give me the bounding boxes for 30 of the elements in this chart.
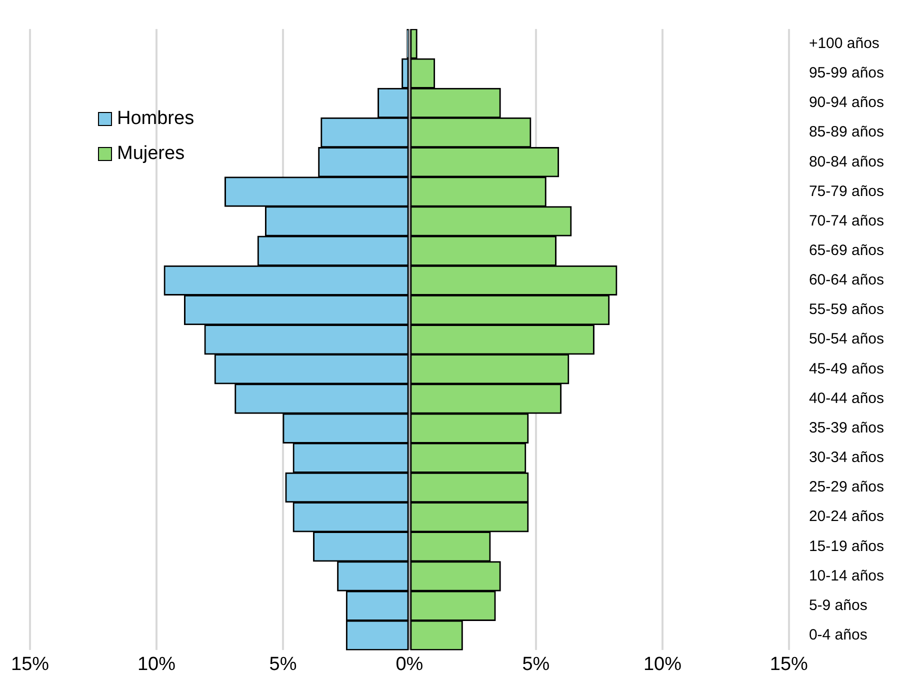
y-tick-label: 30-34 años [808,449,884,466]
y-tick-label: 5-9 años [808,596,868,614]
y-tick-label: 60-64 años [808,272,884,289]
y-tick-label: 65-69 años [808,242,884,259]
y-tick-label: 95-99 años [808,64,884,82]
y-tick-label: 50-54 años [808,330,884,348]
y-tick-label: 70-74 años [808,212,884,230]
y-tick-label: 85-89 años [808,124,884,141]
x-tick-label: 15% [770,654,808,675]
y-tick-label: 45-49 años [808,360,884,378]
y-tick-label: 75-79 años [808,182,884,200]
y-tick-label: 35-39 años [808,419,884,436]
x-tick-label: 5% [522,654,550,675]
x-tick-label: 5% [269,654,297,675]
y-tick-label: 90-94 años [808,94,884,112]
y-tick-label: +100 años [808,34,880,52]
legend-label: Hombres [117,108,194,130]
x-tick-label: 10% [643,654,682,675]
y-tick-label: 25-29 años [808,478,884,496]
y-tick-label: 0-4 años [808,626,868,644]
x-tick-label: 0% [396,654,424,675]
y-tick-label: 15-19 años [808,538,884,555]
x-tick-label: 10% [137,654,176,675]
y-tick-label: 10-14 años [808,567,884,584]
y-tick-label: 55-59 años [808,301,884,318]
y-tick-label: 20-24 años [808,508,884,526]
y-tick-label: 80-84 años [808,153,884,170]
x-tick-label: 15% [11,654,50,675]
y-tick-label: 40-44 años [808,390,884,407]
legend-label: Mujeres [117,143,185,165]
